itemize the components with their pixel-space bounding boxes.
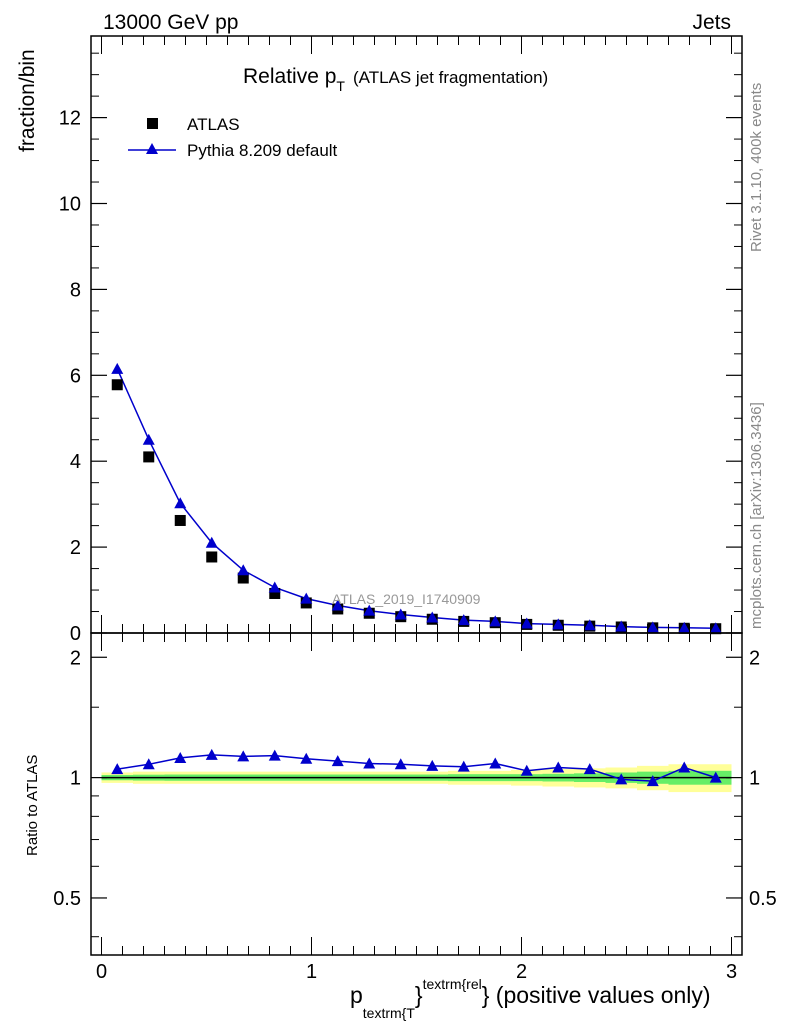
mcplots-label: mcplots.cern.ch [arXiv:1306.3436] (748, 402, 765, 629)
pythia-ratio-point (394, 758, 407, 770)
legend-pythia-marker (146, 143, 158, 154)
chart-title-suffix: (ATLAS jet fragmentation) (353, 68, 548, 87)
atlas-data-point (206, 551, 218, 563)
x-axis-label-brace: } (415, 982, 423, 1008)
atlas-data-point (269, 587, 281, 599)
ratio-y-tick-label: 0.5 (53, 888, 81, 910)
pythia-ratio-point (268, 749, 281, 761)
pythia-ratio-point (174, 751, 187, 763)
pythia-ratio-point (205, 748, 218, 760)
chart-title: Relative pT (ATLAS jet fragmentation) (243, 65, 548, 94)
ratio-y-tick-label-right: 0.5 (749, 888, 777, 910)
chart-title-subscript: T (336, 78, 345, 94)
pythia-data-point (615, 620, 628, 632)
pythia-data-point (300, 592, 313, 604)
x-axis-label-main: p (350, 982, 363, 1008)
pythia-ratio-point (237, 750, 250, 762)
pythia-ratio-point (363, 757, 376, 769)
atlas-data-point (237, 572, 249, 584)
pythia-data-point (394, 608, 407, 620)
pythia-ratio-point (583, 763, 596, 775)
x-axis-label-subscript: textrm{T (363, 1005, 416, 1021)
pythia-data-point (552, 618, 565, 630)
pythia-data-point (331, 599, 344, 611)
pythia-ratio-point (457, 760, 470, 772)
header-energy-label: 13000 GeV pp (103, 11, 238, 34)
pythia-data-point (237, 564, 250, 576)
main-y-tick-label: 10 (59, 194, 81, 216)
chart-title-main: Relative p (243, 65, 336, 88)
x-axis-label-suffix: } (positive values only) (482, 982, 711, 1008)
pythia-data-point (111, 362, 124, 374)
pythia-ratio-point (426, 759, 439, 771)
main-y-tick-label: 6 (70, 365, 81, 387)
legend-pythia-label: Pythia 8.209 default (187, 141, 338, 160)
pythia-ratio-line (117, 754, 717, 782)
x-axis-label-superscript: textrm{rel (423, 976, 482, 992)
pythia-ratio-point (678, 761, 691, 773)
legend-atlas-marker (147, 118, 158, 129)
pythia-data-point (426, 611, 439, 623)
legend: ATLAS Pythia 8.209 default (128, 115, 338, 160)
pythia-data-point (489, 615, 502, 627)
pythia-ratio-point (331, 755, 344, 767)
x-axis-label: ptextrm{T}textrm{rel} (positive values o… (350, 976, 711, 1021)
pythia-data-point (268, 581, 281, 593)
ratio-y-tick-label-right: 2 (749, 647, 760, 669)
pythia-data-point (174, 497, 187, 509)
pythia-data-point (457, 614, 470, 626)
pythia-data-point (205, 536, 218, 548)
main-y-axis-label: fraction/bin (16, 49, 39, 152)
ratio-plot-frame (90, 632, 743, 956)
pythia-ratio-point (111, 763, 124, 775)
atlas-data-point (143, 451, 155, 463)
main-y-tick-label: 12 (59, 108, 81, 130)
ratio-y-tick-label: 1 (70, 768, 81, 790)
ratio-y-axis-label: Ratio to ATLAS (24, 755, 41, 856)
pythia-ratio-point (646, 775, 659, 787)
pythia-ratio-point (300, 752, 313, 764)
header-category-label: Jets (692, 11, 731, 34)
atlas-data-point (111, 379, 123, 391)
ratio-y-tick-label: 2 (70, 647, 81, 669)
pythia-data-point (678, 621, 691, 633)
main-y-tick-label: 4 (70, 451, 81, 473)
legend-atlas-label: ATLAS (187, 115, 240, 134)
ratio-x-tick-label: 1 (306, 961, 317, 983)
pythia-ratio-point (520, 764, 533, 776)
pythia-data-point (142, 433, 155, 445)
ratio-panel: 0.5 0.5 1 1 2 2 0 1 2 3 Ratio to ATLAS ptextrm{T… (24, 632, 777, 1021)
pythia-data-point (709, 622, 722, 634)
main-panel: 0 2 4 6 8 10 12 Relative pT (ATLAS jet fragment… (16, 35, 743, 645)
main-y-tick-label: 2 (70, 537, 81, 559)
pythia-ratio-point (709, 771, 722, 783)
atlas-data-point (174, 514, 186, 526)
rivet-version-label: Rivet 3.1.10, 400k events (748, 83, 765, 252)
ratio-y-tick-label-right: 1 (749, 768, 760, 790)
ratio-x-tick-label: 3 (726, 961, 737, 983)
pythia-data-point (520, 617, 533, 629)
ratio-x-tick-label: 2 (516, 961, 527, 983)
analysis-watermark: ATLAS_2019_I1740909 (332, 591, 481, 607)
pythia-ratio-point (142, 758, 155, 770)
main-y-tick-label: 0 (70, 623, 81, 645)
main-y-tick-label: 8 (70, 279, 81, 301)
pythia-data-point (583, 619, 596, 631)
pythia-line (116, 368, 716, 630)
ratio-x-tick-label: 0 (96, 961, 107, 983)
pythia-data-point (363, 604, 376, 616)
pythia-ratio-point (552, 761, 565, 773)
pythia-data-point (646, 621, 659, 633)
pythia-ratio-point (489, 757, 502, 769)
pythia-ratio-point (615, 773, 628, 785)
